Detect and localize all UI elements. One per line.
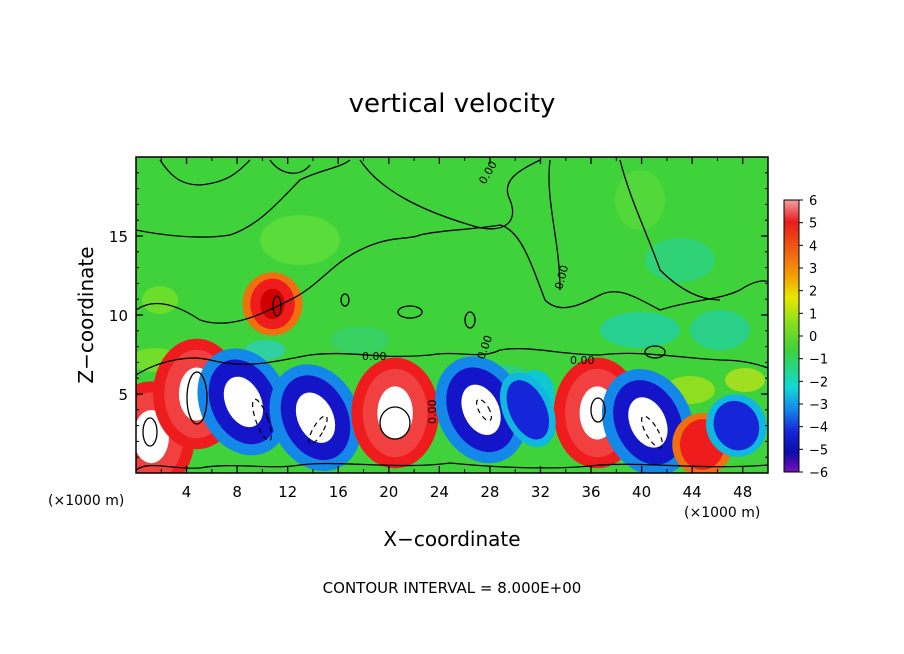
contour-label: 0.00 xyxy=(552,264,571,291)
colorbar-tick-label: −4 xyxy=(809,421,828,436)
x-tick-label: 16 xyxy=(329,483,348,501)
contour-interval-note: CONTOUR INTERVAL = 8.000E+00 xyxy=(323,579,582,597)
colorbar-tick-label: 2 xyxy=(809,285,817,300)
field-patch xyxy=(142,286,178,314)
x-tick-label: 40 xyxy=(632,483,651,501)
field-patch xyxy=(330,326,390,354)
contour-closed xyxy=(644,345,666,359)
x-tick-label: 32 xyxy=(531,483,550,501)
contour-line xyxy=(359,159,541,230)
x-tick-label: 36 xyxy=(581,483,600,501)
contour-line xyxy=(269,159,311,174)
contour-line xyxy=(136,347,768,376)
contour-negative xyxy=(476,398,492,422)
y-axis-label: Z−coordinate xyxy=(74,246,98,383)
contour-line xyxy=(136,224,768,324)
x-tick-label: 12 xyxy=(278,483,297,501)
contour-closed xyxy=(142,417,158,447)
colorbar-tick-label: 1 xyxy=(809,307,817,322)
colorbar-tick-label: 0 xyxy=(809,330,817,345)
contour-closed xyxy=(590,397,606,423)
contour-closed xyxy=(186,371,208,425)
contour-label: 0.00 xyxy=(426,400,439,425)
colorbar-ticks: 6 5 4 3 2 1 0 −1 −2 −3 −4 −5 −6 xyxy=(799,194,828,481)
contour-negative xyxy=(308,415,328,445)
y-tick-label: 10 xyxy=(109,307,128,325)
contour-line xyxy=(548,159,561,291)
x-tick-label: 24 xyxy=(430,483,449,501)
field-patch xyxy=(690,310,750,350)
contour-closed xyxy=(379,406,411,440)
contour-closed xyxy=(272,295,282,317)
velocity-feature-core xyxy=(628,397,668,448)
x-tick-label: 48 xyxy=(733,483,752,501)
contour-negative xyxy=(251,398,273,442)
x-tick-label: 44 xyxy=(683,483,702,501)
colorbar-tick-label: −2 xyxy=(809,375,828,390)
colorbar-tick-label: −6 xyxy=(809,466,828,481)
x-axis-label: X−coordinate xyxy=(383,527,520,551)
velocity-feature-core xyxy=(461,384,501,436)
negative-contours xyxy=(251,398,663,449)
x-axis-ticks: 4 8 12 16 20 24 28 32 36 40 44 48 xyxy=(160,157,752,501)
velocity-feature-core xyxy=(295,392,336,443)
colorbar-tick-label: 5 xyxy=(809,217,817,232)
y-tick-label: 5 xyxy=(118,386,128,404)
field-patch xyxy=(600,312,680,348)
y-axis-ticks: 5 10 15 xyxy=(109,172,768,458)
x-tick-label: 28 xyxy=(480,483,499,501)
contour-line xyxy=(159,159,251,186)
features-layer xyxy=(136,272,767,473)
x-unit-label-left: (×1000 m) xyxy=(48,493,124,509)
x-tick-label: 8 xyxy=(232,483,242,501)
contour-label: 0.00 xyxy=(570,354,595,367)
velocity-feature xyxy=(713,400,760,451)
contour-closed xyxy=(397,305,423,319)
colorbar xyxy=(783,199,800,473)
colorbar-tick-label: −5 xyxy=(809,443,828,458)
colorbar-tick-label: 6 xyxy=(809,194,817,209)
y-tick-label: 15 xyxy=(109,228,128,246)
colorbar-tick-label: −3 xyxy=(809,398,828,413)
x-tick-label: 4 xyxy=(182,483,192,501)
velocity-feature xyxy=(506,380,550,440)
contour-lines xyxy=(136,159,768,471)
x-tick-label: 20 xyxy=(379,483,398,501)
field-patch xyxy=(725,368,765,392)
velocity-feature-core xyxy=(223,376,264,428)
contour-line xyxy=(136,462,768,471)
contour-label: 0.00 xyxy=(362,350,387,363)
colorbar-tick-label: 4 xyxy=(809,239,817,254)
field-patch xyxy=(645,238,715,282)
field-patch xyxy=(615,170,665,230)
x-unit-label-right: (×1000 m) xyxy=(684,505,760,521)
colorbar-tick-label: 3 xyxy=(809,262,817,277)
velocity-feature-core xyxy=(377,386,413,440)
colorbar-tick-label: −1 xyxy=(809,353,828,368)
contour-line xyxy=(619,159,721,301)
chart-title: vertical velocity xyxy=(349,89,556,119)
contour-line xyxy=(136,159,351,238)
field-patch xyxy=(260,215,340,265)
contour-closed xyxy=(464,311,476,329)
contour-closed xyxy=(340,293,350,307)
contour-negative xyxy=(641,415,663,449)
